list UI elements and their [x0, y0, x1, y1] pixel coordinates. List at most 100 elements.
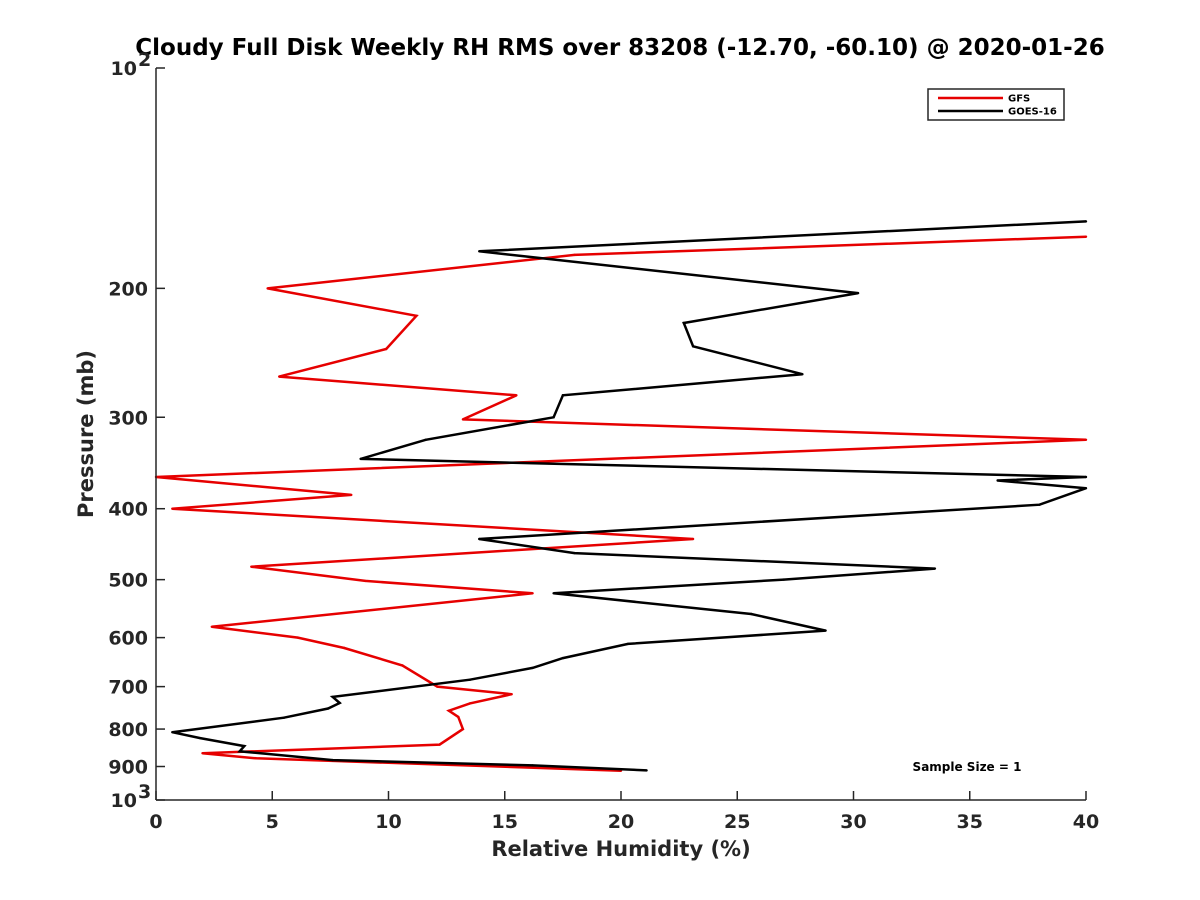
data-point-goes16 [561, 394, 565, 397]
data-point-gfs [415, 314, 418, 317]
data-point-gfs [278, 375, 281, 378]
y-tick-label: 500 [108, 570, 148, 592]
data-point-gfs [461, 727, 465, 731]
x-tick-label: 30 [840, 811, 866, 833]
data-point-gfs [1084, 235, 1088, 238]
y-tick-label: 800 [108, 719, 148, 741]
x-tick-label: 10 [375, 811, 401, 833]
x-tick-label: 5 [266, 811, 279, 833]
data-point-goes16 [326, 707, 330, 710]
data-point-goes16 [171, 731, 174, 734]
data-point-gfs [573, 253, 576, 257]
data-point-gfs [266, 287, 269, 290]
data-point-gfs [296, 636, 299, 639]
data-point-goes16 [1084, 475, 1088, 479]
data-point-goes16 [561, 656, 565, 660]
data-point-goes16 [573, 551, 576, 555]
data-point-goes16 [478, 537, 481, 541]
data-point-goes16 [424, 438, 427, 441]
data-point-gfs [171, 507, 174, 510]
series-layer [154, 220, 1088, 772]
y-tick-label: 600 [108, 628, 148, 650]
data-point-goes16 [996, 479, 999, 482]
y-tick-label: 400 [108, 499, 148, 521]
y-tick-label: 900 [108, 757, 148, 779]
plot-area [154, 68, 1088, 801]
data-point-goes16 [243, 744, 246, 748]
data-point-goes16 [782, 578, 785, 581]
y-tick-exponent: 3 [138, 781, 151, 803]
data-point-goes16 [238, 750, 241, 753]
data-point-gfs [210, 625, 213, 628]
data-point-goes16 [626, 642, 630, 646]
x-tick-label: 25 [724, 811, 750, 833]
data-point-goes16 [691, 345, 695, 348]
data-point-goes16 [199, 736, 202, 740]
data-point-gfs [447, 709, 451, 712]
data-point-goes16 [338, 701, 341, 705]
y-tick-exponent: 2 [138, 49, 151, 71]
legend-label-goes16: GOES-16 [1008, 107, 1057, 118]
x-tick-label: 0 [149, 811, 162, 833]
legend-label-gfs: GFS [1008, 94, 1030, 105]
y-tick-label: 300 [108, 407, 148, 429]
y-tick-label: 10 [111, 790, 137, 812]
x-tick-label: 20 [608, 811, 634, 833]
data-point-gfs [510, 693, 513, 696]
x-axis-label: Relative Humidity (%) [491, 837, 750, 861]
data-point-gfs [531, 592, 534, 595]
data-point-gfs [364, 579, 367, 583]
x-tick-label: 40 [1073, 811, 1099, 833]
data-point-gfs [436, 685, 439, 688]
data-point-goes16 [359, 457, 362, 461]
data-point-gfs [254, 757, 258, 760]
data-point-goes16 [824, 629, 827, 632]
data-point-goes16 [552, 416, 555, 419]
data-point-goes16 [750, 612, 753, 616]
legend-box [927, 88, 1065, 121]
data-point-gfs [350, 493, 353, 497]
data-point-gfs [468, 702, 472, 705]
data-point-goes16 [1084, 220, 1088, 223]
data-point-gfs [515, 394, 518, 397]
data-point-goes16 [1038, 503, 1041, 506]
data-point-goes16 [282, 716, 286, 719]
data-point-gfs [691, 537, 695, 541]
data-point-goes16 [531, 764, 534, 767]
data-point-gfs [385, 347, 388, 351]
data-point-goes16 [1084, 487, 1088, 490]
data-point-goes16 [933, 567, 937, 570]
data-point-goes16 [331, 695, 334, 699]
data-point-gfs [201, 752, 204, 755]
x-tick-label: 15 [492, 811, 518, 833]
data-point-gfs [457, 715, 460, 719]
y-tick-label: 200 [108, 278, 148, 300]
data-point-goes16 [531, 666, 534, 670]
y-axis-label: Pressure (mb) [74, 350, 98, 518]
data-point-goes16 [856, 291, 860, 295]
x-axis-ticks: 0 5 10 15 20 25 30 35 40 [149, 791, 1099, 833]
data-point-goes16 [682, 321, 685, 325]
x-tick-label: 35 [957, 811, 983, 833]
series-line-gfs [155, 235, 1087, 772]
data-point-goes16 [468, 678, 472, 681]
y-tick-label: 10 [111, 58, 137, 80]
data-point-gfs [461, 418, 465, 421]
y-tick-label: 700 [108, 677, 148, 699]
data-point-gfs [343, 646, 346, 650]
data-point-goes16 [645, 769, 648, 772]
data-point-goes16 [552, 592, 555, 595]
data-point-gfs [438, 743, 441, 746]
data-point-gfs [401, 664, 404, 667]
legend: GFS GOES-16 [927, 88, 1065, 121]
sample-size-annotation: Sample Size = 1 [913, 760, 1022, 774]
data-point-gfs [250, 565, 253, 568]
series-line-goes16 [172, 220, 1087, 772]
data-point-goes16 [801, 373, 804, 376]
data-point-goes16 [478, 250, 481, 253]
data-point-goes16 [331, 758, 334, 762]
data-point-gfs [1084, 438, 1088, 441]
chart-title: Cloudy Full Disk Weekly RH RMS over 8320… [135, 35, 1104, 61]
